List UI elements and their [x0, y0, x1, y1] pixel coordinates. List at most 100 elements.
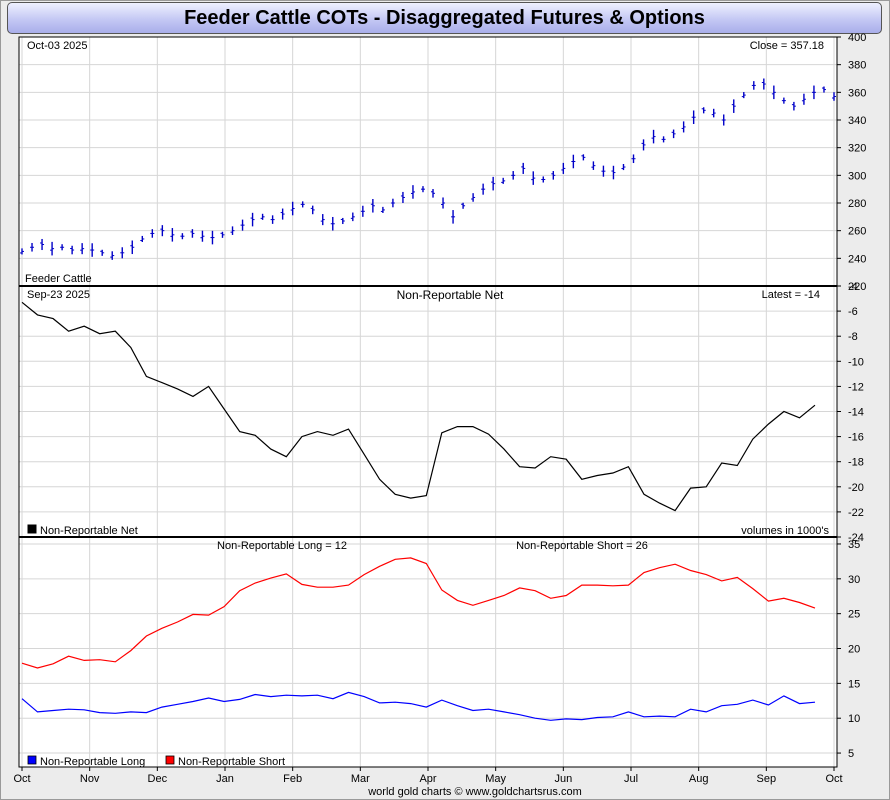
- price-bar: [110, 251, 115, 260]
- price-bar: [170, 228, 175, 242]
- price-bar: [290, 201, 295, 216]
- instrument-label: Feeder Cattle: [25, 273, 92, 285]
- price-bar: [431, 189, 436, 198]
- x-tick-label: Mar: [351, 773, 370, 785]
- y-tick-label: 280: [848, 198, 866, 210]
- y-tick-label: -16: [848, 432, 864, 444]
- price-date-label: Oct-03 2025: [27, 40, 88, 52]
- axis-layer: Oct Nov Dec Jan Feb Mar Apr May Jun Jul Aug Sep Oct 2…: [13, 32, 866, 785]
- y-tick-label: 240: [848, 253, 866, 265]
- price-bar: [781, 97, 786, 104]
- x-tick-label: Feb: [283, 773, 302, 785]
- x-tick-label: Jan: [216, 773, 234, 785]
- y-tick-label: -6: [848, 306, 858, 318]
- series-layer: [20, 78, 836, 721]
- x-tick-label: Nov: [80, 773, 100, 785]
- short-readout: Non-Reportable Short = 26: [516, 540, 648, 552]
- y-tick-label: 380: [848, 60, 866, 72]
- price-bar: [731, 99, 736, 113]
- y-tick-label: -22: [848, 507, 864, 519]
- y-tick-label: -20: [848, 482, 864, 494]
- y-tick-label: -8: [848, 331, 858, 343]
- legend-swatch-net: [27, 524, 37, 534]
- price-bar: [791, 101, 796, 111]
- price-bar: [691, 110, 696, 125]
- x-tick-label: Apr: [419, 773, 436, 785]
- y-tick-label: -18: [848, 457, 864, 469]
- price-bar: [501, 177, 506, 184]
- price-bar: [531, 171, 536, 185]
- price-bar: [280, 208, 285, 220]
- y-tick-label: 10: [848, 713, 860, 725]
- series-line: [21, 301, 816, 512]
- price-bar: [230, 226, 235, 235]
- price-bar: [190, 229, 195, 238]
- price-bar: [410, 185, 415, 199]
- price-bar: [661, 136, 666, 143]
- price-bar: [20, 248, 24, 255]
- price-bar: [390, 198, 395, 208]
- y-tick-label: 340: [848, 115, 866, 127]
- price-bar: [751, 81, 756, 90]
- price-bar: [330, 216, 335, 231]
- chart-title: Feeder Cattle COTs - Disaggregated Futur…: [184, 7, 705, 29]
- price-bar: [521, 162, 526, 174]
- price-bar: [721, 114, 726, 126]
- price-bar: [481, 183, 486, 195]
- price-bar: [300, 201, 305, 208]
- y-tick-label: 400: [848, 32, 866, 44]
- y-tick-label: 20: [848, 644, 860, 656]
- price-bar: [651, 129, 656, 144]
- price-bar: [340, 217, 345, 225]
- y-tick-label: 35: [848, 539, 860, 551]
- x-tick-label: Oct: [825, 773, 842, 785]
- x-tick-label: Jul: [624, 773, 638, 785]
- title-bar: Feeder Cattle COTs - Disaggregated Futur…: [7, 2, 882, 34]
- price-bar: [60, 244, 65, 251]
- price-bar: [471, 193, 476, 202]
- y-tick-label: -14: [848, 407, 864, 419]
- x-tick-label: May: [485, 773, 506, 785]
- long-readout: Non-Reportable Long = 12: [217, 540, 347, 552]
- price-bar: [100, 249, 105, 256]
- price-bar: [260, 213, 265, 220]
- price-bar: [821, 86, 826, 93]
- price-bar: [541, 176, 546, 183]
- price-bar: [571, 154, 576, 169]
- price-bar: [671, 129, 676, 139]
- price-bar: [350, 212, 355, 222]
- price-bar: [581, 154, 586, 161]
- price-bar: [711, 108, 716, 118]
- price-bar: [511, 171, 516, 180]
- price-bar: [210, 230, 215, 245]
- price-bar: [771, 85, 776, 100]
- price-bar: [631, 154, 636, 164]
- price-bar: [451, 210, 456, 224]
- price-bar: [441, 197, 446, 209]
- price-bar: [701, 107, 706, 114]
- x-tick-label: Dec: [148, 773, 168, 785]
- price-bar: [601, 165, 606, 177]
- legend-label-short: Non-Reportable Short: [178, 756, 285, 768]
- price-bar: [761, 78, 766, 90]
- y-tick-label: 300: [848, 170, 866, 182]
- price-bar: [832, 92, 836, 101]
- x-tick-label: Sep: [757, 773, 777, 785]
- price-bar: [801, 93, 806, 105]
- price-bar: [310, 205, 315, 215]
- price-bar: [461, 202, 466, 209]
- net-latest-readout: Latest = -14: [762, 289, 820, 301]
- price-bar: [70, 245, 75, 255]
- series-line: [21, 557, 816, 669]
- price-bar: [80, 243, 85, 255]
- net-date-label: Sep-23 2025: [27, 289, 90, 301]
- net-panel-title: Non-Reportable Net: [397, 288, 504, 302]
- price-bar: [320, 214, 325, 226]
- price-bar: [641, 139, 646, 151]
- y-tick-label: 25: [848, 609, 860, 621]
- price-bar: [50, 241, 55, 256]
- y-tick-label: 5: [848, 748, 854, 760]
- y-tick-label: -4: [848, 281, 858, 293]
- price-bar: [360, 205, 365, 217]
